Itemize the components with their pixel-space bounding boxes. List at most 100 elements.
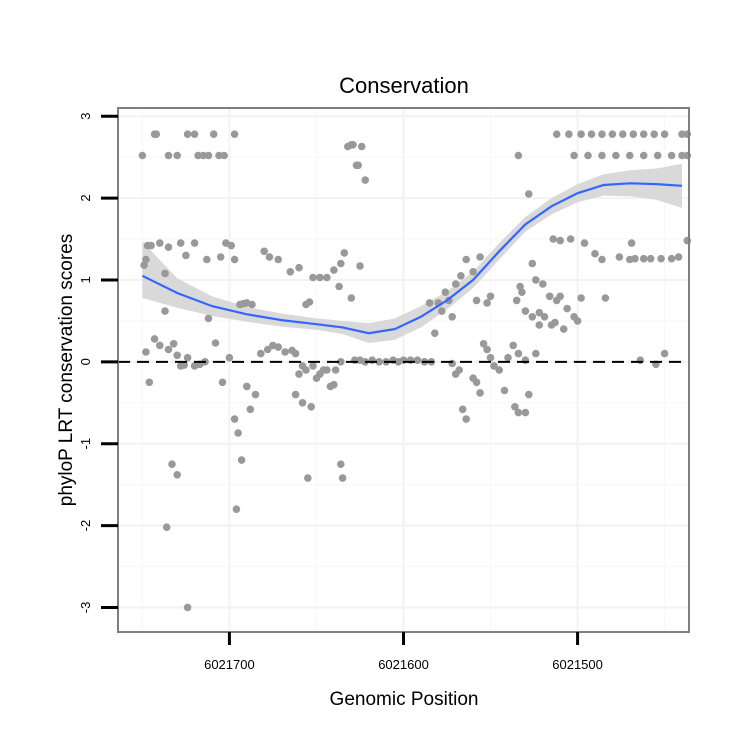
data-point xyxy=(138,151,147,160)
data-point xyxy=(204,151,213,160)
y-tick-label: 3 xyxy=(78,113,93,120)
data-point xyxy=(194,151,202,160)
data-point xyxy=(545,292,554,301)
chart-title: Conservation xyxy=(339,73,469,98)
data-point xyxy=(535,321,544,329)
data-point xyxy=(190,239,199,247)
data-point xyxy=(225,353,234,362)
smooth-line-layer xyxy=(141,182,683,335)
data-point xyxy=(431,329,439,338)
data-point xyxy=(608,130,617,138)
data-point xyxy=(549,235,557,243)
data-point xyxy=(483,299,491,307)
data-point xyxy=(323,273,331,282)
data-point xyxy=(291,390,300,399)
data-point xyxy=(199,151,208,160)
data-point xyxy=(331,366,340,374)
data-point xyxy=(619,130,627,138)
data-point xyxy=(237,456,246,464)
data-point xyxy=(162,523,171,531)
data-point xyxy=(455,366,464,374)
data-point xyxy=(532,276,540,284)
data-point xyxy=(521,307,530,315)
data-point xyxy=(500,386,509,395)
data-point xyxy=(211,339,220,347)
data-point xyxy=(674,253,683,261)
data-point xyxy=(230,130,239,138)
data-point xyxy=(639,151,648,160)
data-point xyxy=(295,263,303,272)
data-point xyxy=(552,130,561,138)
data-point xyxy=(216,253,225,261)
data-point xyxy=(514,349,523,358)
data-point xyxy=(169,340,178,348)
data-point xyxy=(678,151,686,160)
data-point xyxy=(413,356,422,365)
data-point xyxy=(626,151,634,160)
data-point xyxy=(521,408,530,417)
data-point xyxy=(218,378,227,387)
data-point xyxy=(587,130,596,138)
y-tick-label: -2 xyxy=(78,520,93,532)
data-point xyxy=(448,313,457,321)
y-tick-label: 2 xyxy=(78,194,93,201)
data-point xyxy=(361,176,370,184)
x-tick-label: 6021500 xyxy=(552,657,603,672)
data-point xyxy=(521,356,530,365)
data-point xyxy=(368,356,377,365)
data-point xyxy=(183,353,192,362)
data-point xyxy=(147,241,155,250)
data-point xyxy=(337,259,345,268)
data-point xyxy=(598,151,606,160)
data-point xyxy=(176,239,185,247)
data-point xyxy=(281,348,289,356)
data-point xyxy=(514,408,523,417)
data-point xyxy=(653,151,662,160)
data-point xyxy=(457,272,465,280)
data-point xyxy=(504,353,512,362)
data-point xyxy=(528,313,537,321)
data-point xyxy=(516,282,524,291)
data-point xyxy=(316,273,324,282)
data-point xyxy=(274,343,283,351)
data-point xyxy=(319,366,328,374)
data-point xyxy=(338,474,347,482)
data-point xyxy=(330,266,338,274)
data-point xyxy=(472,378,481,387)
data-point xyxy=(286,268,295,276)
data-point xyxy=(462,255,471,264)
data-point xyxy=(483,345,491,354)
data-point xyxy=(462,415,471,423)
data-point xyxy=(230,255,239,264)
data-point xyxy=(566,235,575,243)
x-tick-label: 6021700 xyxy=(204,657,255,672)
data-point xyxy=(577,130,585,138)
data-point xyxy=(173,151,181,160)
data-point xyxy=(486,292,495,301)
data-point xyxy=(140,261,148,270)
data-point xyxy=(142,348,150,356)
data-point xyxy=(399,356,408,365)
data-point xyxy=(164,151,173,160)
data-point xyxy=(161,269,169,278)
data-point xyxy=(441,288,450,297)
data-point xyxy=(298,399,307,407)
y-axis: -3 -2 -1 0 1 2 3 xyxy=(78,113,118,613)
data-point xyxy=(678,130,686,138)
data-point xyxy=(472,296,481,305)
data-point xyxy=(525,390,533,399)
data-point xyxy=(486,353,495,362)
data-point xyxy=(451,280,460,288)
data-point xyxy=(660,349,669,358)
data-point xyxy=(591,249,599,258)
data-point xyxy=(182,251,190,260)
data-point xyxy=(337,460,345,469)
data-point xyxy=(495,366,504,374)
data-point xyxy=(539,280,547,288)
data-point xyxy=(509,341,517,350)
data-point xyxy=(650,130,658,138)
x-tick-label: 6021600 xyxy=(378,657,429,672)
data-point xyxy=(512,296,521,305)
data-point xyxy=(438,307,446,315)
